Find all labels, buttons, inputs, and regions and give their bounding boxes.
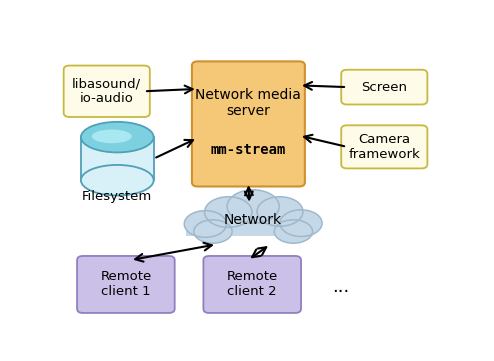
- FancyBboxPatch shape: [341, 125, 427, 168]
- Ellipse shape: [205, 197, 252, 227]
- Ellipse shape: [194, 220, 232, 243]
- FancyBboxPatch shape: [186, 219, 313, 236]
- Ellipse shape: [81, 165, 154, 196]
- Text: mm-stream: mm-stream: [211, 143, 286, 157]
- FancyBboxPatch shape: [77, 256, 175, 313]
- Ellipse shape: [274, 220, 313, 243]
- Text: Remote
client 2: Remote client 2: [227, 270, 278, 299]
- Text: Camera
framework: Camera framework: [348, 133, 420, 161]
- FancyBboxPatch shape: [341, 70, 427, 104]
- Ellipse shape: [280, 210, 322, 236]
- Text: Remote
client 1: Remote client 1: [100, 270, 152, 299]
- FancyBboxPatch shape: [192, 61, 305, 187]
- FancyBboxPatch shape: [81, 137, 154, 180]
- Ellipse shape: [81, 122, 154, 152]
- Text: Network media
server: Network media server: [196, 88, 301, 118]
- Text: Filesystem: Filesystem: [82, 190, 152, 203]
- Text: libasound/
io-audio: libasound/ io-audio: [72, 77, 141, 105]
- Ellipse shape: [227, 190, 279, 223]
- Ellipse shape: [92, 130, 132, 143]
- Ellipse shape: [184, 211, 226, 237]
- Ellipse shape: [257, 197, 303, 226]
- FancyBboxPatch shape: [204, 256, 301, 313]
- Text: Screen: Screen: [361, 81, 407, 93]
- Text: Network: Network: [224, 213, 282, 227]
- FancyBboxPatch shape: [64, 66, 150, 117]
- Text: ...: ...: [332, 278, 350, 296]
